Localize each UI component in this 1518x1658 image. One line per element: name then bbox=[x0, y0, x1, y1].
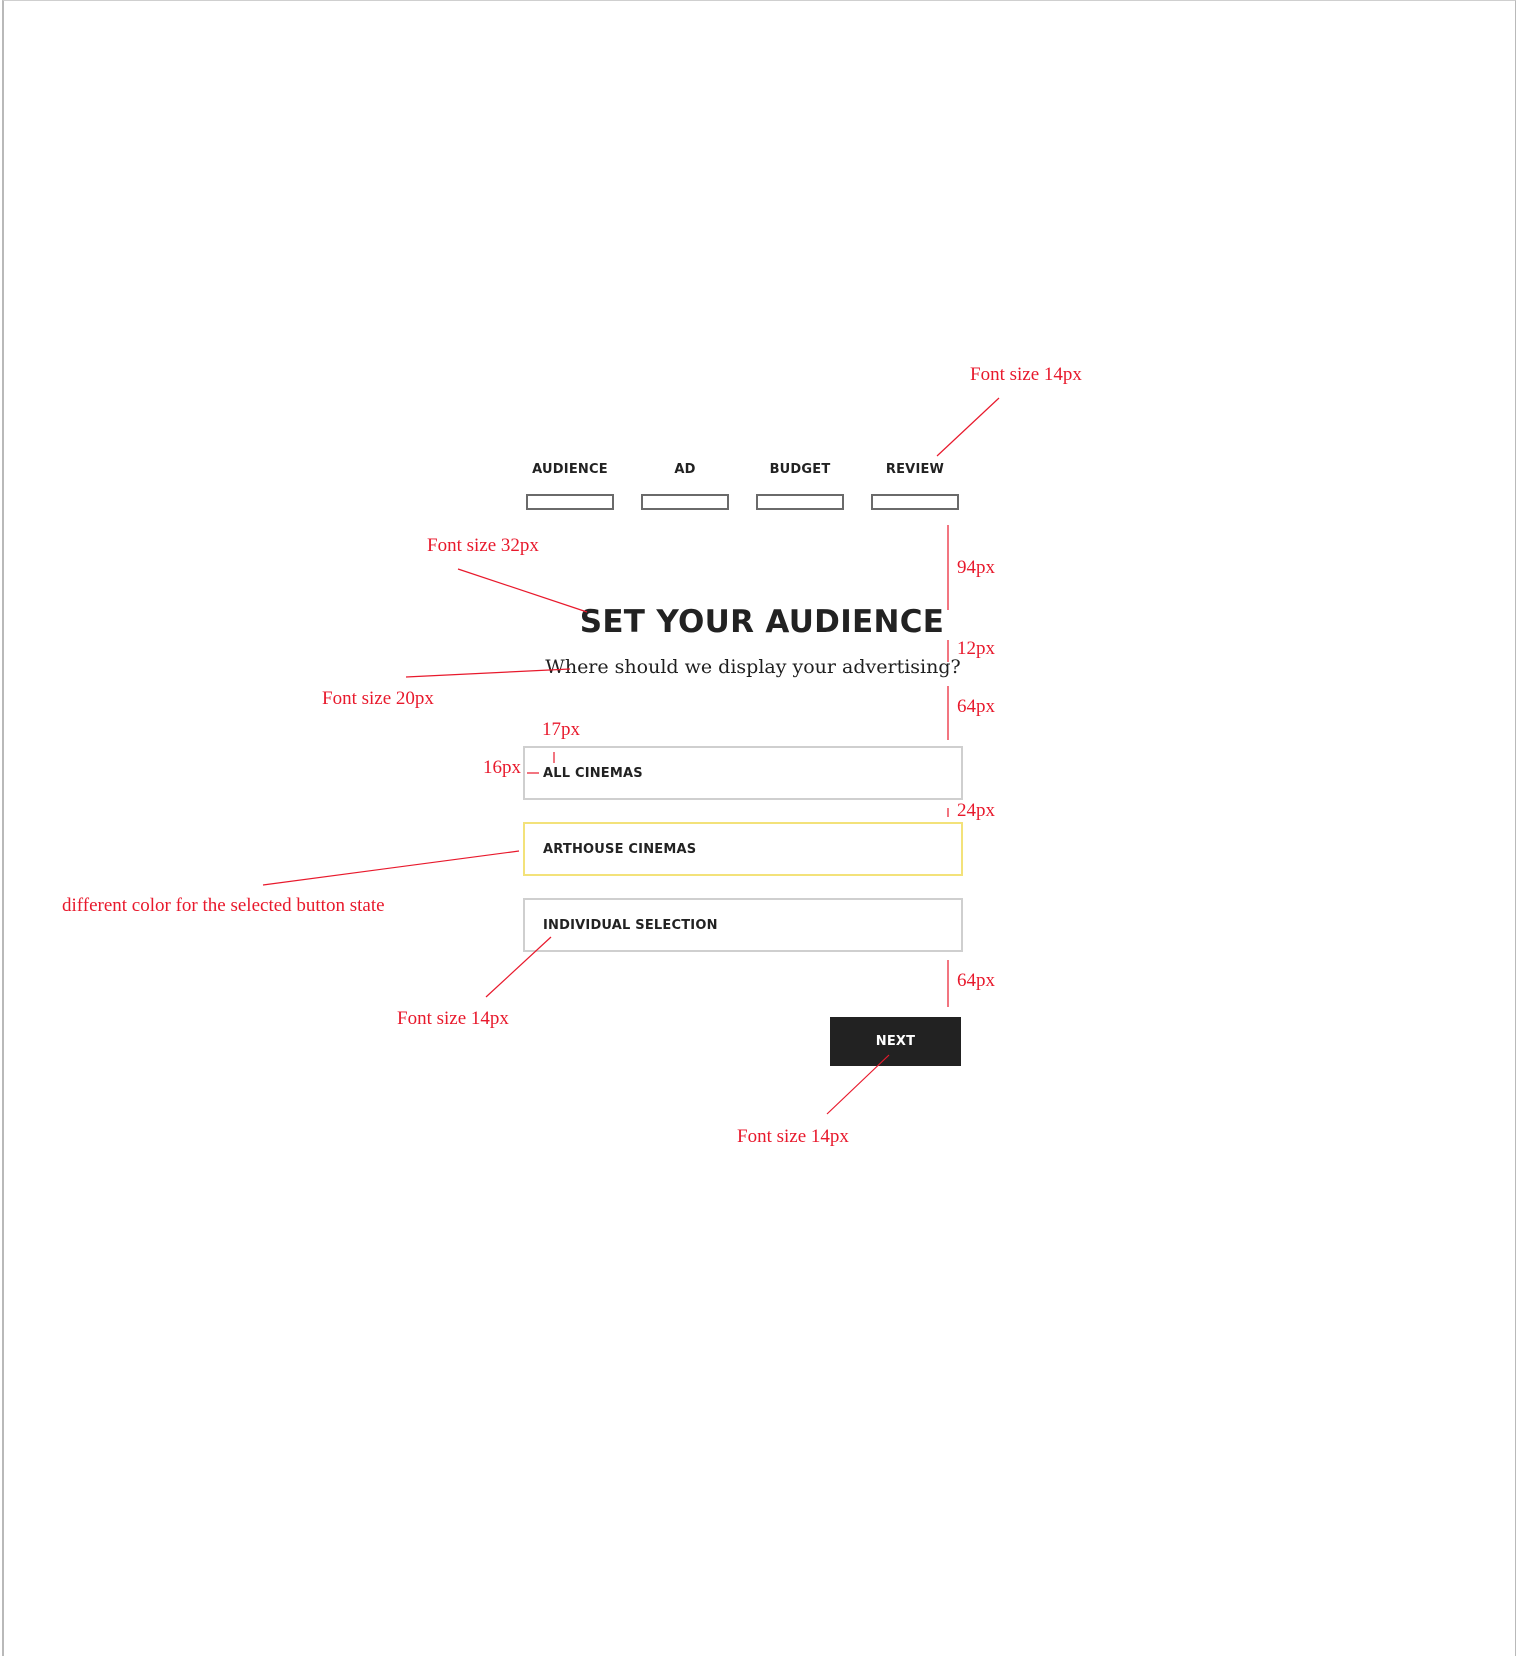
next-button[interactable]: NEXT bbox=[830, 1017, 961, 1066]
option-individual-selection[interactable]: INDIVIDUAL SELECTION bbox=[523, 898, 963, 952]
annotation-gap-94: 94px bbox=[957, 557, 995, 578]
annotation-option-font: Font size 14px bbox=[397, 1008, 509, 1029]
option-all-cinemas[interactable]: ALL CINEMAS bbox=[523, 746, 963, 800]
tab-audience[interactable]: AUDIENCE bbox=[532, 462, 608, 477]
page-subtitle: Where should we display your advertising… bbox=[545, 656, 961, 678]
annotation-gap-24: 24px bbox=[957, 800, 995, 821]
annotation-gap-64-bottom: 64px bbox=[957, 970, 995, 991]
tab-ad[interactable]: AD bbox=[674, 462, 696, 477]
annotation-padding-16: 16px bbox=[483, 757, 521, 778]
annotation-padding-17: 17px bbox=[542, 719, 580, 740]
annotation-gap-12: 12px bbox=[957, 638, 995, 659]
annotation-selected-state: different color for the selected button … bbox=[62, 895, 385, 916]
page-title: SET YOUR AUDIENCE bbox=[579, 604, 945, 640]
tab-review[interactable]: REVIEW bbox=[885, 462, 945, 477]
annotation-next-font: Font size 14px bbox=[737, 1126, 849, 1147]
step-indicator-ad bbox=[641, 494, 729, 510]
step-indicator-budget bbox=[756, 494, 844, 510]
step-indicator-audience bbox=[526, 494, 614, 510]
option-label: ARTHOUSE CINEMAS bbox=[543, 841, 697, 857]
annotation-gap-64-top: 64px bbox=[957, 696, 995, 717]
step-indicator-review bbox=[871, 494, 959, 510]
tab-budget[interactable]: BUDGET bbox=[769, 462, 831, 477]
option-label: ALL CINEMAS bbox=[543, 765, 643, 781]
option-label: INDIVIDUAL SELECTION bbox=[543, 917, 718, 933]
annotation-subtitle-font: Font size 20px bbox=[322, 688, 434, 709]
annotation-tabs-font: Font size 14px bbox=[970, 364, 1082, 385]
option-arthouse-cinemas[interactable]: ARTHOUSE CINEMAS bbox=[523, 822, 963, 876]
annotation-title-font: Font size 32px bbox=[427, 535, 539, 556]
